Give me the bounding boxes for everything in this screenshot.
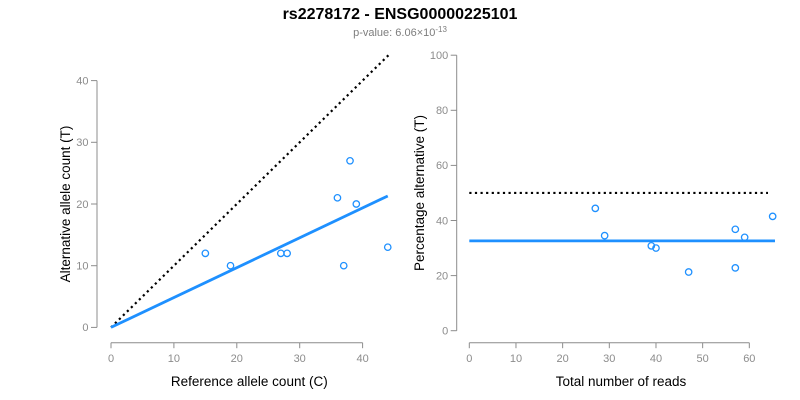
pvalue-prefix: p-value: [353,27,396,39]
plot-title: rs2278172 - ENSG00000225101 [282,6,518,23]
y-tick-label: 20 [436,270,448,282]
x-tick-label: 10 [168,353,180,365]
y-tick-label: 30 [76,137,88,149]
x-tick-label: 0 [466,353,472,365]
y-tick-label: 100 [430,50,448,62]
x-tick-label: 20 [231,353,243,365]
identity-line [110,53,391,329]
right-percentage-scatter: 0 10 20 30 40 50 60 0 20 40 60 80 100 Total number of… [412,50,777,389]
y-tick-label: 60 [436,160,448,172]
data-point [684,268,693,276]
data-point [276,249,285,258]
y-tick-label: 0 [82,322,88,334]
data-point [600,231,609,240]
x-tick-label: 20 [557,353,569,365]
data-point [731,264,740,272]
x-axis-title: Total number of reads [556,374,687,389]
fit-line [110,194,389,329]
data-point [333,193,342,202]
x-tick-label: 40 [650,353,662,365]
x-tick-label: 30 [603,353,615,365]
data-point [652,244,660,252]
data-point [352,200,361,208]
x-tick-label: 10 [510,353,522,365]
x-tick-label: 60 [743,353,755,365]
y-tick-label: 40 [436,215,448,227]
y-tick-label: 10 [76,261,88,273]
x-tick-label: 30 [294,353,306,365]
y-tick-label: 80 [436,105,448,117]
x-tick-label: 0 [108,353,114,365]
y-tick-label: 20 [76,199,88,211]
data-point [283,249,291,258]
data-point [740,233,749,242]
pvalue-mantissa: 6.06×10 [395,27,436,39]
pvalue-exponent: -13 [435,25,447,34]
x-axis-title: Reference allele count (C) [171,374,328,389]
data-point [647,241,656,250]
plot-subtitle: p-value: 6.06×10-13 [0,25,800,39]
data-point [731,225,740,234]
y-axis-title: Alternative allele count (T) [58,126,73,283]
x-tick-label: 50 [697,353,709,365]
data-point [201,249,210,258]
data-point [346,156,354,165]
left-allele-count-scatter: 0 10 20 30 40 0 10 20 30 40 Reference allele count… [58,53,392,389]
y-tick-label: 0 [442,326,448,338]
data-point [339,261,348,270]
data-point [226,261,235,270]
data-point [383,243,392,252]
x-tick-label: 40 [356,353,368,365]
data-point [591,204,600,213]
data-point [768,212,777,221]
y-tick-label: 40 [76,75,88,87]
y-axis-title: Percentage alternative (T) [412,115,427,271]
